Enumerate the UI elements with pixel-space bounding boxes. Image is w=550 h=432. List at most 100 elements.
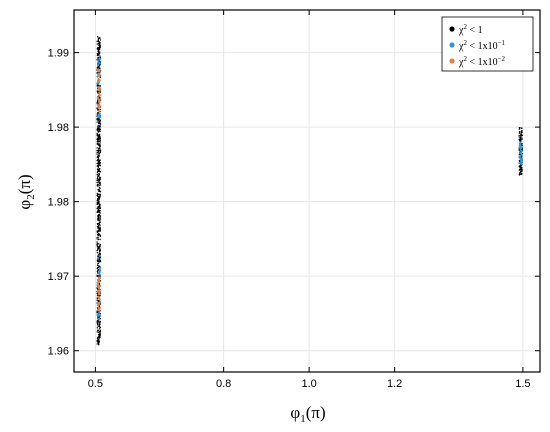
y-tick-label: 1.98	[48, 197, 69, 209]
data-point	[518, 128, 520, 130]
data-point	[97, 104, 100, 107]
data-point	[98, 221, 101, 224]
data-point	[520, 171, 522, 174]
data-point	[98, 296, 101, 299]
data-point	[520, 166, 523, 169]
data-point	[97, 56, 99, 59]
data-point	[97, 319, 99, 322]
data-point	[98, 114, 101, 117]
data-point	[97, 82, 100, 86]
data-point	[99, 207, 102, 210]
data-point	[98, 86, 101, 89]
data-point	[99, 108, 101, 111]
data-point	[96, 236, 98, 239]
data-point	[96, 141, 99, 143]
data-point	[521, 169, 523, 172]
data-point	[99, 46, 101, 48]
data-point	[97, 50, 99, 53]
legend: χ2 < 1 χ2 < 1x10−1 χ2 < 1x10−2	[441, 16, 534, 72]
data-point	[99, 247, 101, 250]
data-point	[98, 285, 101, 288]
data-point	[99, 39, 102, 41]
data-point	[98, 189, 101, 191]
data-point	[98, 140, 100, 143]
data-point	[98, 170, 101, 173]
data-point	[97, 262, 99, 265]
data-point	[521, 134, 523, 137]
data-point	[97, 291, 100, 294]
data-point	[96, 90, 99, 93]
data-point	[518, 142, 521, 145]
data-point	[96, 241, 98, 243]
data-point	[96, 203, 98, 206]
data-point	[96, 63, 99, 66]
data-point	[97, 42, 100, 45]
data-point	[98, 202, 100, 205]
data-point	[99, 181, 101, 184]
data-point	[97, 302, 100, 305]
data-point	[96, 156, 99, 159]
data-point	[96, 207, 98, 210]
data-point	[99, 142, 101, 144]
data-point	[99, 120, 102, 122]
data-point	[97, 281, 100, 284]
data-point	[96, 162, 98, 165]
data-point	[98, 271, 101, 274]
data-point	[99, 130, 101, 133]
data-point	[97, 277, 101, 281]
x-tick-label: 0.5	[88, 378, 103, 390]
data-point	[98, 91, 101, 94]
legend-label: χ2 < 1x10−1	[458, 39, 506, 52]
data-point	[99, 313, 102, 315]
data-point	[98, 298, 101, 301]
legend-label: χ2 < 1x10−2	[458, 55, 506, 68]
data-point	[96, 72, 98, 74]
data-point	[520, 173, 522, 176]
data-point	[518, 126, 521, 129]
data-point	[518, 172, 521, 174]
data-point	[96, 181, 98, 184]
data-point	[98, 51, 100, 54]
data-point	[518, 155, 521, 158]
data-point	[520, 139, 522, 141]
data-point	[96, 153, 98, 155]
data-point	[99, 123, 102, 125]
data-point	[98, 198, 101, 200]
data-point	[97, 336, 99, 339]
data-point	[97, 245, 99, 248]
data-point	[97, 126, 99, 128]
data-point	[97, 84, 100, 87]
data-point	[98, 153, 100, 155]
data-point	[99, 147, 101, 150]
data-point	[96, 202, 99, 204]
data-point	[520, 165, 522, 167]
data-point	[99, 48, 101, 50]
data-point	[99, 168, 101, 170]
axis-ticks: 0.5 0.8 1.0 1.2 1.5 1.96 1.97 1.98 1.98 1.99	[48, 10, 540, 390]
data-point	[521, 144, 523, 147]
data-point	[520, 168, 523, 171]
data-point	[98, 343, 100, 346]
data-point	[96, 129, 98, 132]
data-point	[96, 36, 99, 38]
data-point	[98, 182, 101, 185]
data-point	[518, 131, 521, 133]
data-point	[96, 257, 100, 260]
data-point	[97, 325, 99, 327]
data-point	[518, 161, 521, 165]
data-point	[99, 151, 102, 153]
data-point	[98, 79, 101, 83]
data-point	[99, 235, 102, 237]
data-point	[99, 229, 101, 232]
data-point	[98, 109, 101, 112]
data-point	[96, 264, 99, 266]
data-point	[96, 195, 99, 197]
data-point	[99, 193, 101, 195]
data-point	[99, 137, 101, 140]
legend-marker	[449, 42, 455, 48]
data-point	[518, 146, 521, 149]
data-point	[97, 329, 99, 332]
data-point	[97, 323, 99, 325]
data-point	[96, 274, 98, 277]
data-point	[98, 246, 101, 248]
